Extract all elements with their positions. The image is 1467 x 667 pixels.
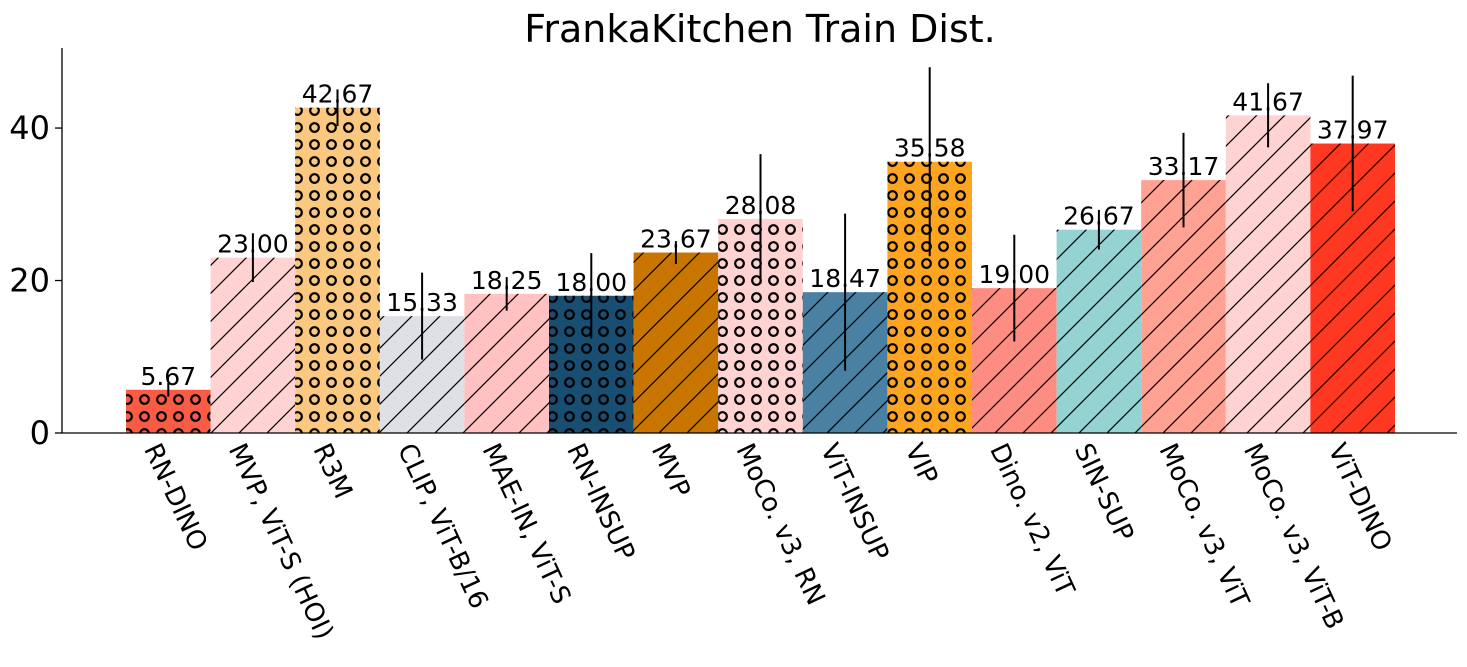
- data-label: 18.00: [556, 268, 628, 297]
- bar-hatch: [126, 389, 211, 433]
- x-axis-tick-labels: RN-DINO MVP, ViT-S (HOI)R3M CLIP, ViT-B/16…: [137, 439, 1397, 644]
- data-label: 23.00: [217, 230, 289, 259]
- x-tick-label: RN-DINO: [137, 439, 213, 555]
- y-tick-label: 20: [9, 262, 50, 300]
- data-label: 26.67: [1063, 202, 1135, 231]
- data-label: 5.67: [140, 362, 196, 391]
- x-tick-label: SIN-SUP: [1068, 439, 1139, 546]
- data-label: 33.17: [1148, 152, 1220, 181]
- data-label: 28.08: [725, 191, 797, 220]
- bar-hatch: [464, 293, 549, 433]
- bar-hatch: [1056, 229, 1142, 433]
- data-label: 42.67: [302, 80, 374, 109]
- data-label: 18.47: [809, 264, 881, 293]
- x-tick-label: RN-INSUP: [560, 439, 640, 565]
- data-label: 41.67: [1232, 87, 1304, 116]
- bar-hatch: [633, 252, 719, 433]
- data-labels-group: 5.67 23.00 42.67 15.33 18.25 18.00 23.67 28.08 1…: [140, 80, 1388, 391]
- x-tick-label: Dino. v2, ViT: [983, 439, 1080, 601]
- bars-group: [126, 107, 1395, 434]
- y-tick-label: 40: [9, 109, 50, 147]
- data-label: 15.33: [386, 288, 458, 317]
- x-tick-label: MoCo. v3, RN: [729, 439, 830, 610]
- data-label: 19.00: [979, 260, 1051, 289]
- bar-hatch: [210, 257, 296, 433]
- bar-hatch: [1225, 115, 1311, 434]
- x-tick-label: R3M: [306, 439, 357, 503]
- x-tick-label: VIP: [899, 439, 944, 489]
- data-label: 23.67: [640, 225, 712, 254]
- y-axis-ticks: 0 20 40: [9, 109, 62, 452]
- data-label: 37.97: [1317, 116, 1389, 145]
- errorbars-group: [167, 67, 1354, 397]
- x-tick-label: ViT-DINO: [1322, 439, 1398, 556]
- data-label: 18.25: [471, 266, 543, 295]
- y-tick-label: 0: [30, 414, 50, 452]
- bar-hatch: [295, 107, 380, 433]
- x-tick-label: CLIP, ViT-B/16: [391, 439, 494, 614]
- x-tick-label: MVP: [645, 439, 696, 502]
- x-tick-label: MoCo. v3, ViT: [1152, 439, 1254, 612]
- chart-title: FrankaKitchen Train Dist.: [524, 7, 995, 51]
- x-tick-label: ViT-INSUP: [814, 439, 894, 566]
- x-tick-label: MAE-IN, ViT-S: [476, 439, 577, 609]
- data-label: 35.58: [894, 134, 966, 163]
